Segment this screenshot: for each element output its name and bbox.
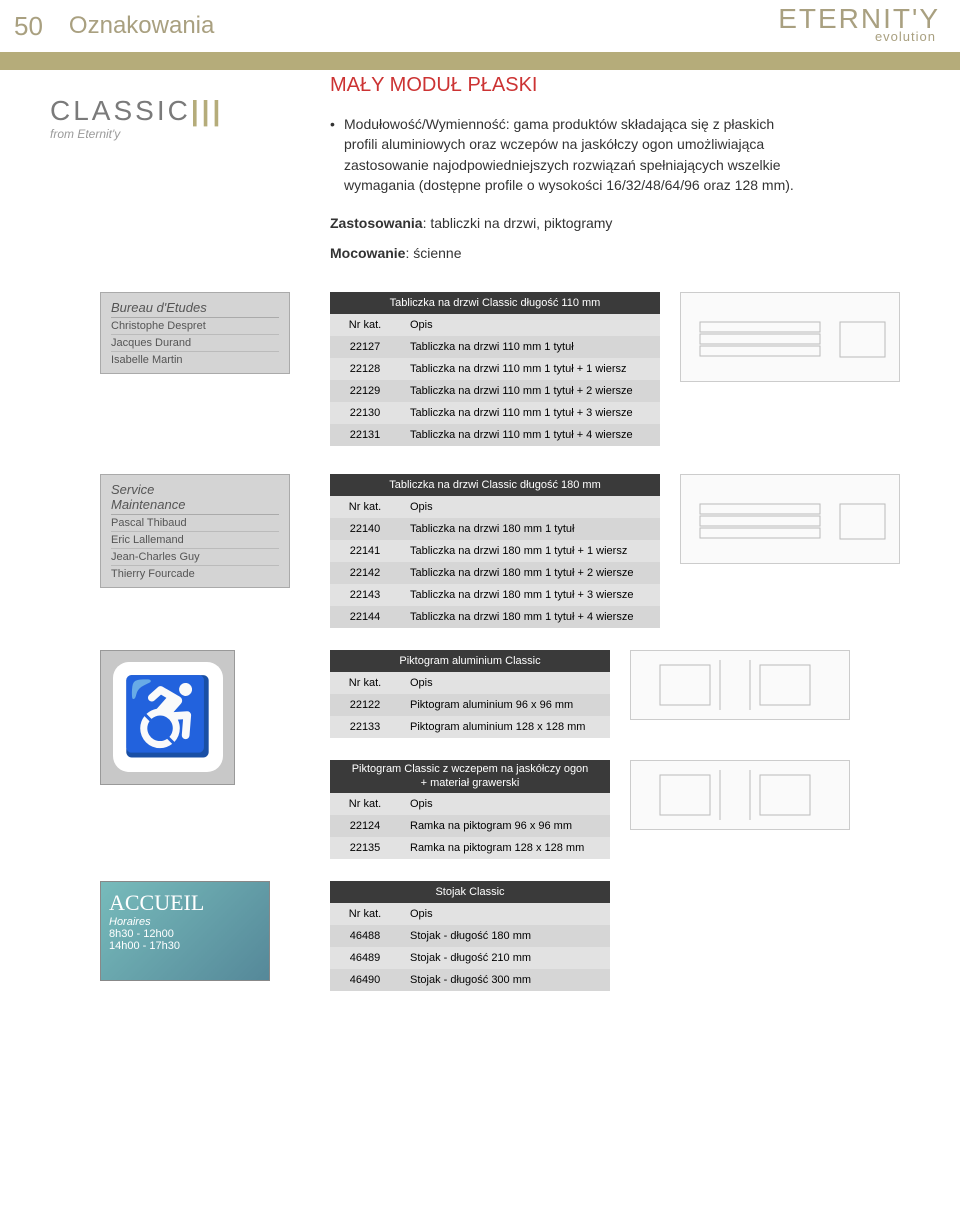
col-nr: Nr kat. bbox=[330, 672, 400, 694]
col-nr: Nr kat. bbox=[330, 314, 400, 336]
table-cell: Ramka na piktogram 128 x 128 mm bbox=[400, 837, 610, 859]
col-opis: Opis bbox=[400, 903, 610, 925]
table-cell: 46488 bbox=[330, 925, 400, 947]
page-header: 50 Oznakowania ETERNIT'Y evolution bbox=[0, 0, 960, 52]
table-title: Piktogram Classic z wczepem na jaskółczy… bbox=[330, 760, 610, 794]
table-cell: Stojak - długość 180 mm bbox=[400, 925, 610, 947]
product-description: MAŁY MODUŁ PŁASKI Modułowość/Wymienność:… bbox=[330, 71, 800, 264]
product-bullet: Modułowość/Wymienność: gama produktów sk… bbox=[344, 114, 800, 195]
table-cell: 22141 bbox=[330, 540, 400, 562]
exploded-view-icon bbox=[640, 655, 840, 715]
col-opis: Opis bbox=[400, 314, 660, 336]
stand-illustration: ACCUEIL Horaires 8h30 - 12h00 14h00 - 17… bbox=[100, 881, 310, 981]
mount-text: : ścienne bbox=[405, 245, 461, 261]
exploded-view-icon bbox=[690, 484, 890, 554]
table-cell: 46489 bbox=[330, 947, 400, 969]
section-stand: ACCUEIL Horaires 8h30 - 12h00 14h00 - 17… bbox=[0, 881, 960, 1021]
page-number: 50 bbox=[0, 0, 57, 52]
apps-label: Zastosowania bbox=[330, 215, 423, 231]
brand-main: ETERNIT'Y bbox=[778, 8, 940, 30]
table-cell: Tabliczka na drzwi 180 mm 1 tytuł + 2 wi… bbox=[400, 562, 660, 584]
table-cell: Piktogram aluminium 128 x 128 mm bbox=[400, 716, 610, 738]
col-opis: Opis bbox=[400, 496, 660, 518]
table-stand: Stojak Classic Nr kat.Opis 46488Stojak -… bbox=[330, 881, 610, 991]
table-cell: 22130 bbox=[330, 402, 400, 424]
product-title: MAŁY MODUŁ PŁASKI bbox=[330, 71, 800, 100]
table-cell: Tabliczka na drzwi 180 mm 1 tytuł + 3 wi… bbox=[400, 584, 660, 606]
section-110mm: Bureau d'Etudes Christophe Despret Jacqu… bbox=[0, 292, 960, 446]
table-title: Tabliczka na drzwi Classic długość 110 m… bbox=[330, 292, 660, 314]
assembly-diagram bbox=[680, 474, 910, 564]
table-cell: Tabliczka na drzwi 110 mm 1 tytuł + 4 wi… bbox=[400, 424, 660, 446]
table-cell: 22124 bbox=[330, 815, 400, 837]
table-cell: 22142 bbox=[330, 562, 400, 584]
plate-illustration-110: Bureau d'Etudes Christophe Despret Jacqu… bbox=[100, 292, 310, 374]
category-title: Oznakowania bbox=[69, 12, 214, 40]
exploded-view-icon bbox=[640, 765, 840, 825]
table-cell: 22131 bbox=[330, 424, 400, 446]
col-opis: Opis bbox=[400, 672, 610, 694]
mount-label: Mocowanie bbox=[330, 245, 405, 261]
table-cell: Tabliczka na drzwi 110 mm 1 tytuł + 1 wi… bbox=[400, 358, 660, 380]
table-cell: 22122 bbox=[330, 694, 400, 716]
olive-bar bbox=[0, 52, 960, 70]
table-cell: 22127 bbox=[330, 336, 400, 358]
pictogram-illustration: ♿ bbox=[100, 650, 310, 785]
assembly-diagram bbox=[680, 292, 910, 382]
table-title: Tabliczka na drzwi Classic długość 180 m… bbox=[330, 474, 660, 496]
col-nr: Nr kat. bbox=[330, 793, 400, 815]
table-cell: 22135 bbox=[330, 837, 400, 859]
table-picto-engraving: Piktogram Classic z wczepem na jaskółczy… bbox=[330, 760, 610, 860]
table-180mm: Tabliczka na drzwi Classic długość 180 m… bbox=[330, 474, 660, 628]
table-110mm: Tabliczka na drzwi Classic długość 110 m… bbox=[330, 292, 660, 446]
table-cell: Stojak - długość 300 mm bbox=[400, 969, 610, 991]
section-180mm: ServiceMaintenance Pascal Thibaud Eric L… bbox=[0, 474, 960, 628]
table-cell: Tabliczka na drzwi 110 mm 1 tytuł + 3 wi… bbox=[400, 402, 660, 424]
table-title: Stojak Classic bbox=[330, 881, 610, 903]
exploded-view-icon bbox=[690, 302, 890, 372]
table-title: Piktogram aluminium Classic bbox=[330, 650, 610, 672]
table-cell: Ramka na piktogram 96 x 96 mm bbox=[400, 815, 610, 837]
brand: ETERNIT'Y evolution bbox=[778, 8, 960, 43]
col-nr: Nr kat. bbox=[330, 903, 400, 925]
table-cell: Piktogram aluminium 96 x 96 mm bbox=[400, 694, 610, 716]
assembly-diagram bbox=[630, 650, 860, 830]
table-picto-alu: Piktogram aluminium Classic Nr kat.Opis … bbox=[330, 650, 610, 738]
table-cell: Tabliczka na drzwi 180 mm 1 tytuł + 1 wi… bbox=[400, 540, 660, 562]
table-cell: Tabliczka na drzwi 180 mm 1 tytuł + 4 wi… bbox=[400, 606, 660, 628]
table-cell: 22144 bbox=[330, 606, 400, 628]
table-cell: 22128 bbox=[330, 358, 400, 380]
table-cell: 22143 bbox=[330, 584, 400, 606]
section-picto: ♿ Piktogram aluminium Classic Nr kat.Opi… bbox=[0, 650, 960, 860]
wheelchair-icon: ♿ bbox=[113, 662, 223, 772]
table-cell: Stojak - długość 210 mm bbox=[400, 947, 610, 969]
table-cell: Tabliczka na drzwi 180 mm 1 tytuł bbox=[400, 518, 660, 540]
table-cell: 22133 bbox=[330, 716, 400, 738]
apps-text: : tabliczki na drzwi, piktogramy bbox=[423, 215, 613, 231]
plate-illustration-180: ServiceMaintenance Pascal Thibaud Eric L… bbox=[100, 474, 310, 588]
col-opis: Opis bbox=[400, 793, 610, 815]
table-cell: Tabliczka na drzwi 110 mm 1 tytuł + 2 wi… bbox=[400, 380, 660, 402]
table-cell: 46490 bbox=[330, 969, 400, 991]
table-cell: 22140 bbox=[330, 518, 400, 540]
col-nr: Nr kat. bbox=[330, 496, 400, 518]
table-cell: Tabliczka na drzwi 110 mm 1 tytuł bbox=[400, 336, 660, 358]
table-cell: 22129 bbox=[330, 380, 400, 402]
